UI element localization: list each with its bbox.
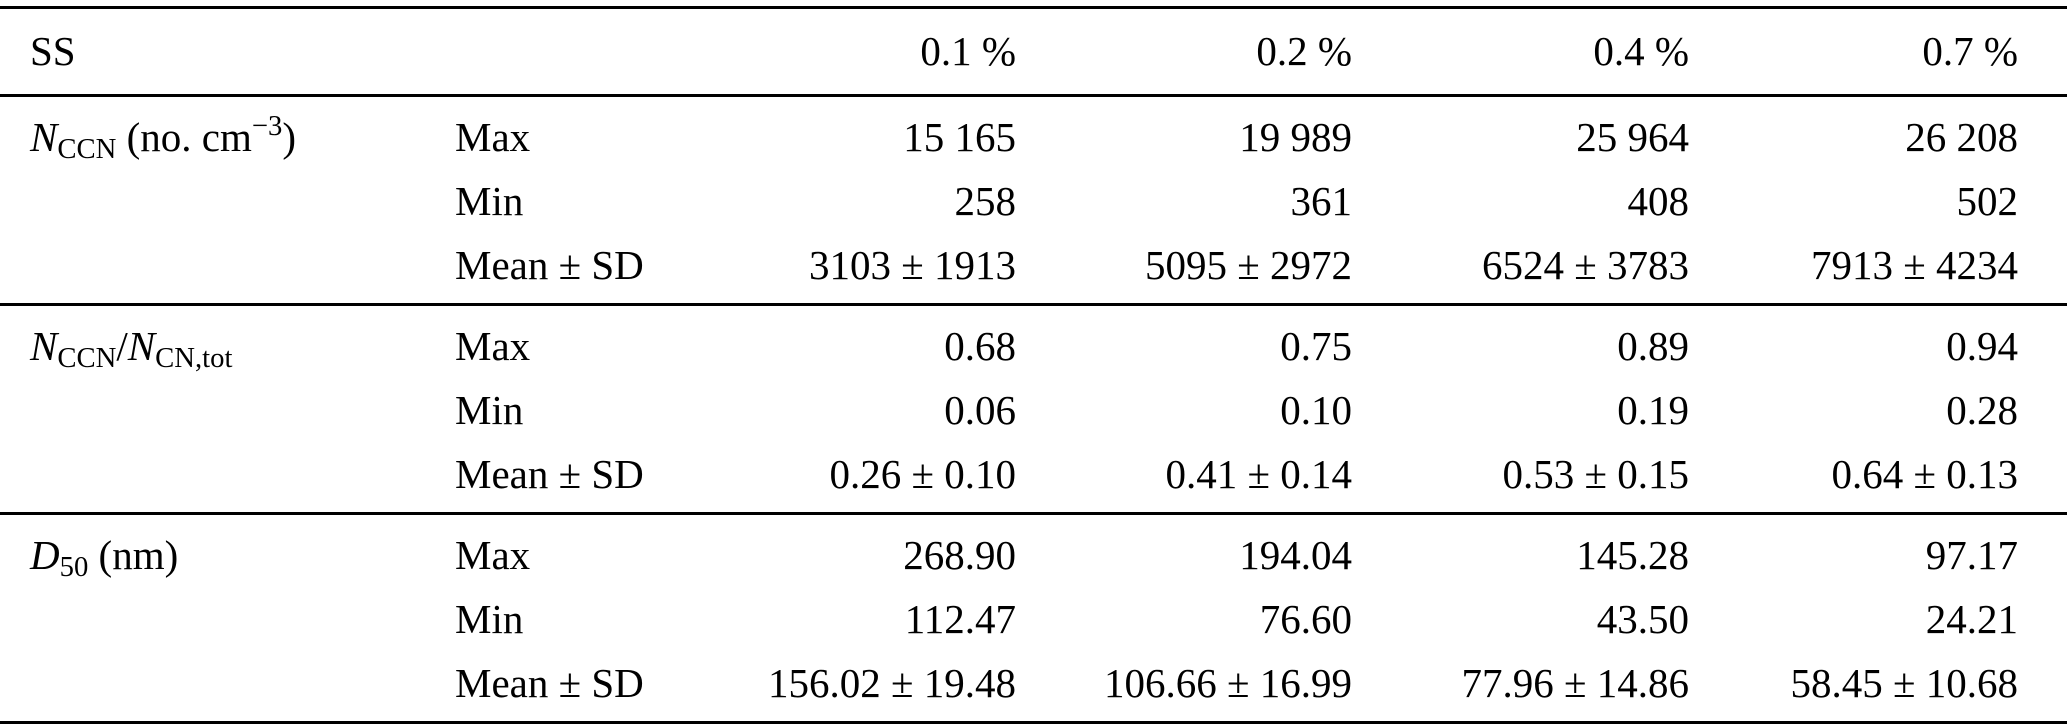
group-label-nccn: NCCN (no. cm−3) xyxy=(30,110,297,166)
stat-label: Min xyxy=(455,178,524,224)
group-label-d50: D50 (nm) xyxy=(30,532,179,584)
stat-label: Mean ± SD xyxy=(455,660,644,706)
value-cell: 7913 ± 4234 xyxy=(1811,242,2019,288)
stat-label: Max xyxy=(455,114,531,160)
ccn-statistics-table: SS 0.1 % 0.2 % 0.4 % 0.7 % NCCN (no. cm−… xyxy=(0,6,2067,724)
value-cell: 258 xyxy=(954,178,1017,224)
header-col-ss-0-1: 0.1 % xyxy=(920,28,1017,74)
group-activation-ratio: NCCN/NCN,tot Max 0.68 0.75 0.89 0.94 Min… xyxy=(0,305,2067,514)
group-nccn-concentration: NCCN (no. cm−3) Max 15 165 19 989 25 964… xyxy=(0,96,2067,305)
value-cell: 502 xyxy=(1956,178,2019,224)
stat-label: Max xyxy=(455,323,531,369)
value-cell: 25 964 xyxy=(1576,114,1690,160)
group-d50-diameter: D50 (nm) Max 268.90 194.04 145.28 97.17 … xyxy=(0,514,2067,723)
value-cell: 3103 ± 1913 xyxy=(809,242,1017,288)
header-col-ss-0-4: 0.4 % xyxy=(1593,28,1690,74)
value-cell: 0.89 xyxy=(1617,323,1690,369)
value-cell: 112.47 xyxy=(904,596,1017,642)
value-cell: 77.96 ± 14.86 xyxy=(1461,660,1690,706)
value-cell: 97.17 xyxy=(1925,532,2019,578)
value-cell: 156.02 ± 19.48 xyxy=(768,660,1017,706)
value-cell: 0.75 xyxy=(1280,323,1353,369)
value-cell: 24.21 xyxy=(1925,596,2019,642)
value-cell: 0.10 xyxy=(1280,387,1353,433)
table-row: Min 112.47 76.60 43.50 24.21 xyxy=(0,587,2067,651)
table-row: NCCN (no. cm−3) Max 15 165 19 989 25 964… xyxy=(0,96,2067,170)
table-row: Min 258 361 408 502 xyxy=(0,169,2067,233)
table-row: D50 (nm) Max 268.90 194.04 145.28 97.17 xyxy=(0,514,2067,588)
value-cell: 408 xyxy=(1627,178,1690,224)
value-cell: 58.45 ± 10.68 xyxy=(1790,660,2019,706)
value-cell: 106.66 ± 16.99 xyxy=(1104,660,1353,706)
value-cell: 0.19 xyxy=(1617,387,1690,433)
value-cell: 0.06 xyxy=(944,387,1017,433)
value-cell: 76.60 xyxy=(1259,596,1353,642)
header-ss: SS xyxy=(30,28,76,74)
value-cell: 0.94 xyxy=(1946,323,2019,369)
value-cell: 15 165 xyxy=(903,114,1017,160)
stat-label: Min xyxy=(455,596,524,642)
value-cell: 26 208 xyxy=(1905,114,2019,160)
value-cell: 0.53 ± 0.15 xyxy=(1502,451,1690,497)
table-row: Mean ± SD 156.02 ± 19.48 106.66 ± 16.99 … xyxy=(0,651,2067,723)
table-row: NCCN/NCN,tot Max 0.68 0.75 0.89 0.94 xyxy=(0,305,2067,379)
table-row: Mean ± SD 3103 ± 1913 5095 ± 2972 6524 ±… xyxy=(0,233,2067,305)
value-cell: 43.50 xyxy=(1596,596,1690,642)
value-cell: 0.28 xyxy=(1946,387,2019,433)
value-cell: 0.26 ± 0.10 xyxy=(829,451,1017,497)
value-cell: 19 989 xyxy=(1239,114,1353,160)
table-row: Min 0.06 0.10 0.19 0.28 xyxy=(0,378,2067,442)
value-cell: 0.68 xyxy=(944,323,1017,369)
header-row: SS 0.1 % 0.2 % 0.4 % 0.7 % xyxy=(0,8,2067,96)
value-cell: 0.41 ± 0.14 xyxy=(1165,451,1353,497)
value-cell: 268.90 xyxy=(903,532,1017,578)
value-cell: 145.28 xyxy=(1576,532,1690,578)
value-cell: 5095 ± 2972 xyxy=(1145,242,1353,288)
header-col-ss-0-7: 0.7 % xyxy=(1922,28,2019,74)
table-row: Mean ± SD 0.26 ± 0.10 0.41 ± 0.14 0.53 ±… xyxy=(0,442,2067,514)
stat-label: Min xyxy=(455,387,524,433)
header-col-ss-0-2: 0.2 % xyxy=(1256,28,1353,74)
stat-label: Mean ± SD xyxy=(455,451,644,497)
value-cell: 0.64 ± 0.13 xyxy=(1831,451,2019,497)
group-label-ratio: NCCN/NCN,tot xyxy=(30,323,233,375)
value-cell: 6524 ± 3783 xyxy=(1482,242,1690,288)
stat-label: Mean ± SD xyxy=(455,242,644,288)
value-cell: 194.04 xyxy=(1239,532,1353,578)
value-cell: 361 xyxy=(1290,178,1353,224)
stat-label: Max xyxy=(455,532,531,578)
